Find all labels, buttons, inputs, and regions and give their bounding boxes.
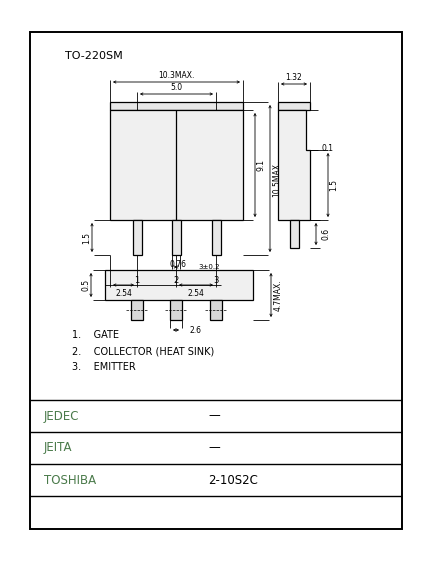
Bar (105, 270, 253, 300)
Text: 2.6: 2.6 (190, 325, 201, 335)
Bar (110, 102, 243, 110)
Text: —: — (208, 410, 220, 423)
Text: 3: 3 (213, 275, 218, 284)
Bar (277, 102, 309, 110)
Text: JEITA: JEITA (44, 442, 72, 455)
Text: 3±0.2: 3±0.2 (197, 264, 219, 270)
Text: 1: 1 (134, 275, 139, 284)
Text: TOSHIBA: TOSHIBA (44, 473, 96, 486)
Text: 2: 2 (173, 275, 178, 284)
Text: JEDEC: JEDEC (44, 410, 79, 423)
Text: 0.6: 0.6 (321, 228, 330, 240)
Bar (170, 300, 181, 320)
Bar (110, 110, 243, 220)
Text: 2.54: 2.54 (115, 288, 132, 298)
Bar (210, 300, 221, 320)
Bar (131, 300, 143, 320)
Text: 1.    GATE: 1. GATE (72, 330, 119, 340)
Bar (171, 220, 181, 255)
Text: 2.    COLLECTOR (HEAT SINK): 2. COLLECTOR (HEAT SINK) (72, 346, 214, 356)
Bar (30, 32, 401, 529)
Text: 2-10S2C: 2-10S2C (208, 473, 258, 486)
Text: 0.5: 0.5 (81, 279, 90, 291)
Text: 9.1: 9.1 (256, 159, 265, 171)
Text: 0.76: 0.76 (169, 260, 186, 269)
Text: —: — (208, 442, 220, 455)
Text: 10.3MAX.: 10.3MAX. (158, 71, 194, 80)
Text: 4.7MAX.: 4.7MAX. (273, 279, 282, 311)
Bar (289, 220, 298, 248)
Text: 1.5: 1.5 (329, 179, 338, 191)
Text: TO-220SM: TO-220SM (65, 51, 122, 61)
Text: 2.54: 2.54 (187, 288, 204, 298)
Text: 3.    EMITTER: 3. EMITTER (72, 362, 135, 372)
Text: 1.5: 1.5 (82, 232, 91, 244)
Polygon shape (277, 110, 309, 220)
Text: 0.1: 0.1 (321, 143, 333, 152)
Text: 10.5MAX.: 10.5MAX. (272, 160, 281, 197)
Text: 5.0: 5.0 (170, 83, 182, 92)
Bar (133, 220, 141, 255)
Text: 1.32: 1.32 (285, 72, 302, 81)
Bar (211, 220, 220, 255)
